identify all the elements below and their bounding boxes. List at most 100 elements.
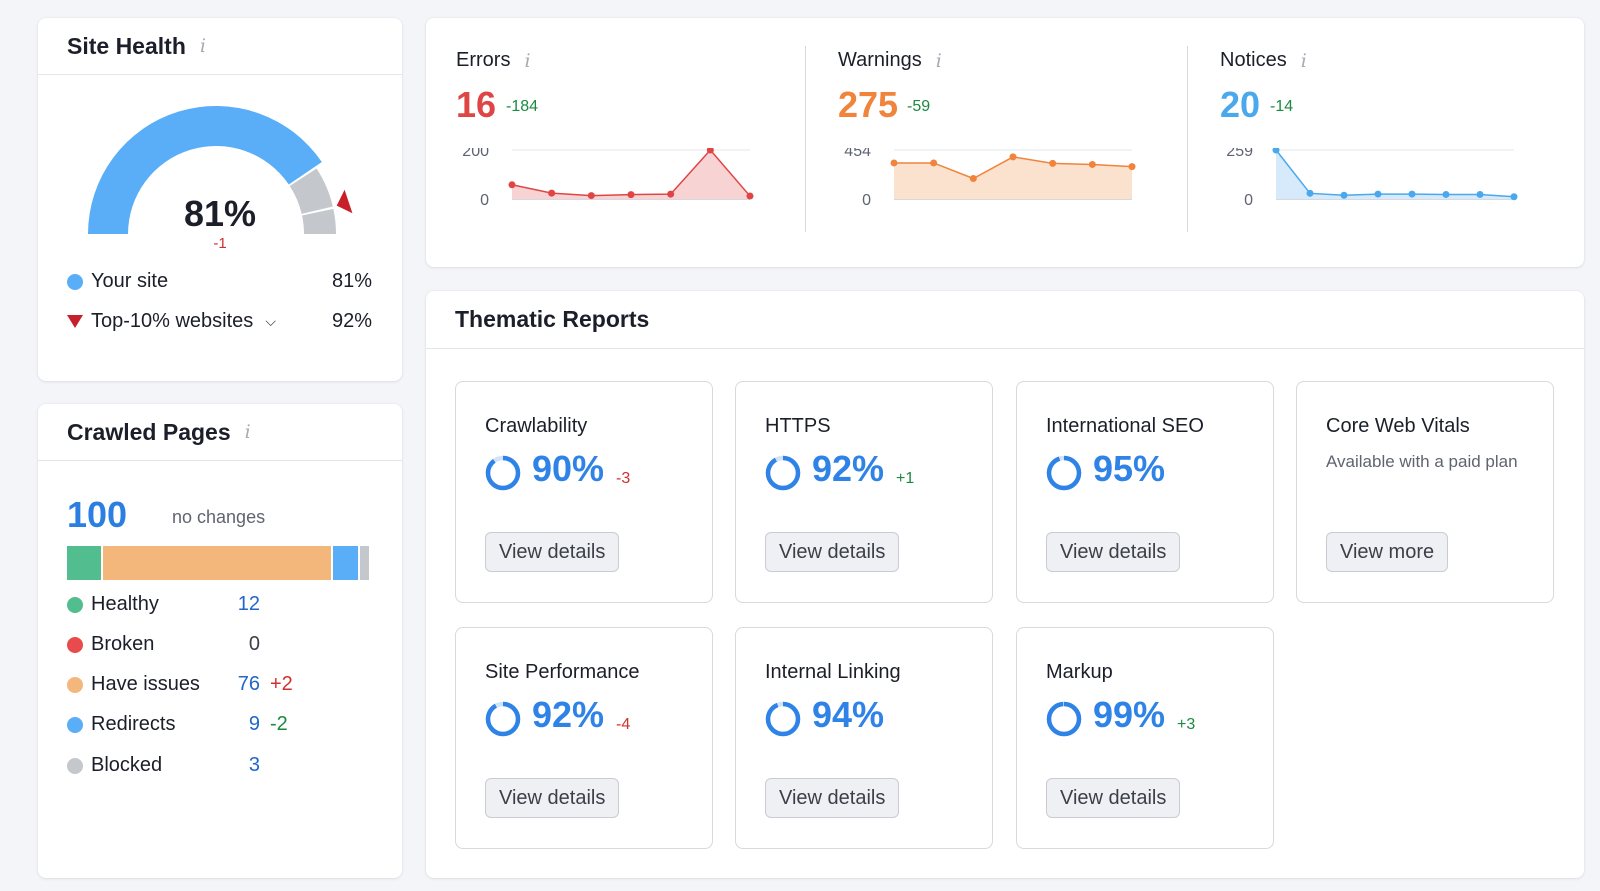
sparkline-point[interactable] [1476, 190, 1484, 198]
bar-segment-have-issues[interactable] [103, 546, 333, 580]
bar-segment-blocked[interactable] [359, 546, 369, 580]
crawled-total[interactable]: 100 [67, 494, 128, 535]
view-more-button[interactable]: View more [1326, 532, 1449, 572]
gauge-remaining-arc [289, 168, 333, 214]
score-ring-icon [1046, 701, 1082, 737]
triangle-marker-icon [67, 315, 83, 328]
issue-count[interactable]: 20 [1220, 84, 1261, 125]
sparkline-area [894, 156, 1132, 199]
tile-score[interactable]: 90% [532, 448, 605, 489]
sparkline-point[interactable] [1009, 153, 1017, 161]
issue-sparkline: 259 0 [1226, 148, 1518, 209]
issue-delta: -184 [506, 98, 539, 115]
sparkline-point[interactable] [1408, 190, 1416, 198]
sparkline-point[interactable] [1088, 160, 1096, 168]
view-details-button[interactable]: View details [1046, 532, 1181, 572]
crawled-total-note: no changes [172, 507, 266, 527]
tile-subtitle: Available with a paid plan [1326, 452, 1518, 471]
legend-top-sites[interactable]: Top-10% websites ⌵ 92% [67, 310, 372, 333]
tile-score[interactable]: 92% [812, 448, 885, 489]
sparkline-point[interactable] [1442, 190, 1450, 198]
sparkline-area [512, 150, 750, 199]
sparkline-point[interactable] [1340, 191, 1348, 199]
issue-title-label: Warnings [838, 49, 922, 71]
tile-score[interactable]: 95% [1093, 448, 1166, 489]
view-details-button[interactable]: View details [765, 778, 900, 818]
info-icon[interactable]: i [199, 35, 206, 57]
issue-title-label: Errors [456, 49, 511, 71]
tile-title: Internal Linking [765, 661, 901, 683]
bar-segment-healthy[interactable] [67, 546, 104, 580]
thematic-tile-site-performance: Site Performance 92% -4 View details [455, 627, 713, 849]
sparkline-point[interactable] [1272, 148, 1280, 154]
row-count[interactable]: 9 [248, 713, 260, 735]
row-count[interactable]: 3 [248, 754, 260, 776]
sparkline-point[interactable] [706, 148, 714, 154]
ring-progress [485, 455, 521, 491]
row-count[interactable]: 76 [237, 673, 260, 695]
view-details-button[interactable]: View details [1046, 778, 1181, 818]
y-tick-min: 0 [480, 192, 489, 209]
tile-delta: -4 [616, 716, 631, 733]
bar-segment-redirects[interactable] [332, 546, 360, 580]
sparkline-point[interactable] [508, 181, 516, 189]
y-tick-max: 200 [462, 148, 489, 160]
thematic-tile-crawlability: Crawlability 90% -3 View details [455, 381, 713, 603]
view-details-button[interactable]: View details [765, 532, 900, 572]
sparkline-point[interactable] [548, 189, 556, 197]
tile-score[interactable]: 92% [532, 694, 605, 735]
sparkline-point[interactable] [1049, 159, 1057, 167]
sparkline-point[interactable] [969, 174, 977, 182]
info-icon[interactable]: i [1300, 49, 1307, 72]
sparkline-point[interactable] [890, 159, 898, 167]
sparkline-point[interactable] [746, 192, 754, 200]
thematic-tile-https: HTTPS 92% +1 View details [735, 381, 993, 603]
y-tick-max: 454 [844, 148, 871, 160]
issue-title: Errors i [456, 49, 531, 72]
row-change: -2 [270, 713, 288, 735]
row-count: 0 [248, 633, 260, 655]
tile-delta: -3 [616, 470, 631, 487]
info-icon[interactable]: i [244, 421, 251, 443]
crawled-row-healthy: Healthy 12 [67, 593, 367, 616]
top-sites-marker-icon [336, 189, 353, 214]
crawled-row-redirects: Redirects 9 -2 [67, 713, 367, 736]
sparkline-point[interactable] [930, 159, 938, 167]
thematic-title: Thematic Reports [455, 306, 650, 332]
legend-label: Top-10% websites [91, 310, 254, 332]
issue-count[interactable]: 16 [456, 84, 497, 125]
chevron-down-icon[interactable]: ⌵ [265, 313, 276, 329]
status-dot-icon [67, 716, 83, 733]
issue-sparkline: 454 0 [844, 148, 1136, 209]
crawled-row-broken: Broken 0 [67, 633, 367, 656]
row-change: +2 [270, 673, 293, 695]
sparkline-point[interactable] [587, 192, 595, 200]
info-icon[interactable]: i [524, 49, 531, 72]
row-count[interactable]: 12 [237, 593, 260, 615]
score-ring-icon [485, 455, 521, 491]
crawled-pages-header: Crawled Pages i [38, 404, 402, 461]
row-label: Blocked [91, 754, 163, 776]
site-health-card: Site Health i 81% -1 Your site 81% Top-1… [38, 18, 402, 381]
sparkline-point[interactable] [1510, 193, 1518, 201]
tile-score[interactable]: 99% [1093, 694, 1166, 735]
ring-progress [1046, 455, 1082, 491]
y-tick-min: 0 [1244, 192, 1253, 209]
sparkline-point[interactable] [1128, 163, 1136, 171]
sparkline-point[interactable] [1374, 190, 1382, 198]
sparkline-point[interactable] [627, 191, 635, 199]
sparkline-point[interactable] [1306, 189, 1314, 197]
info-icon[interactable]: i [935, 49, 942, 72]
thematic-tile-core-web-vitals: Core Web Vitals Available with a paid pla… [1296, 381, 1554, 603]
tile-score[interactable]: 94% [812, 694, 885, 735]
view-details-button[interactable]: View details [485, 778, 620, 818]
sparkline-point[interactable] [667, 190, 675, 198]
row-label: Healthy [91, 593, 159, 615]
tile-delta: +1 [896, 470, 915, 487]
thematic-tile-markup: Markup 99% +3 View details [1016, 627, 1274, 849]
thematic-tile-internal-linking: Internal Linking 94% View details [735, 627, 993, 849]
view-details-button[interactable]: View details [485, 532, 620, 572]
tile-title: HTTPS [765, 415, 831, 437]
issue-count[interactable]: 275 [838, 84, 899, 125]
ring-progress [485, 701, 521, 737]
